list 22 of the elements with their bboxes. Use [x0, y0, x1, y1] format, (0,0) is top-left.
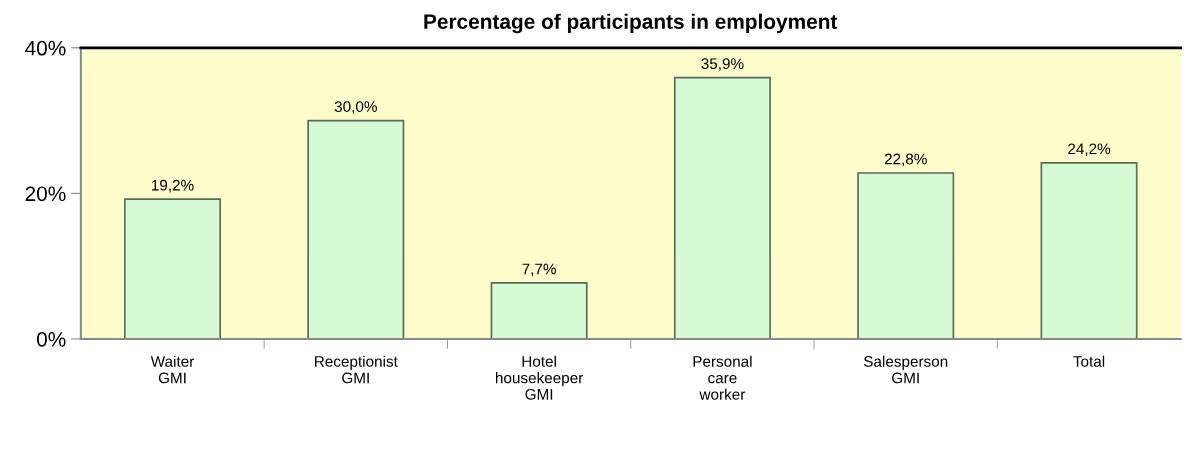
data-label: 22,8%	[884, 153, 927, 167]
x-tick-label: Personal care worker	[693, 355, 752, 400]
data-label: 24,2%	[1068, 143, 1111, 157]
data-label: 7,7%	[522, 263, 556, 277]
bar	[307, 119, 405, 339]
data-label: 30,0%	[334, 101, 377, 114]
x-tick-label: Waiter GMI	[150, 355, 195, 384]
bar	[1040, 161, 1138, 339]
y-tick-label: 40%	[25, 40, 66, 56]
y-tick-label: 20%	[25, 186, 66, 202]
y-tick-label: 0%	[36, 331, 66, 347]
bar	[490, 282, 588, 339]
data-label: 35,9%	[701, 58, 744, 71]
x-tick-label: Hotel housekeeper GMI	[496, 355, 584, 400]
chart-title: Percentage of participants in employment	[424, 13, 838, 34]
x-tick-label: Salesperson GMI	[863, 355, 948, 384]
x-tick-label: Total	[1073, 355, 1105, 367]
bar	[124, 198, 221, 339]
data-label: 19,2%	[152, 179, 194, 193]
bar	[673, 76, 771, 339]
x-tick-label: Receptionist GMI	[315, 355, 398, 384]
bar	[857, 172, 955, 339]
